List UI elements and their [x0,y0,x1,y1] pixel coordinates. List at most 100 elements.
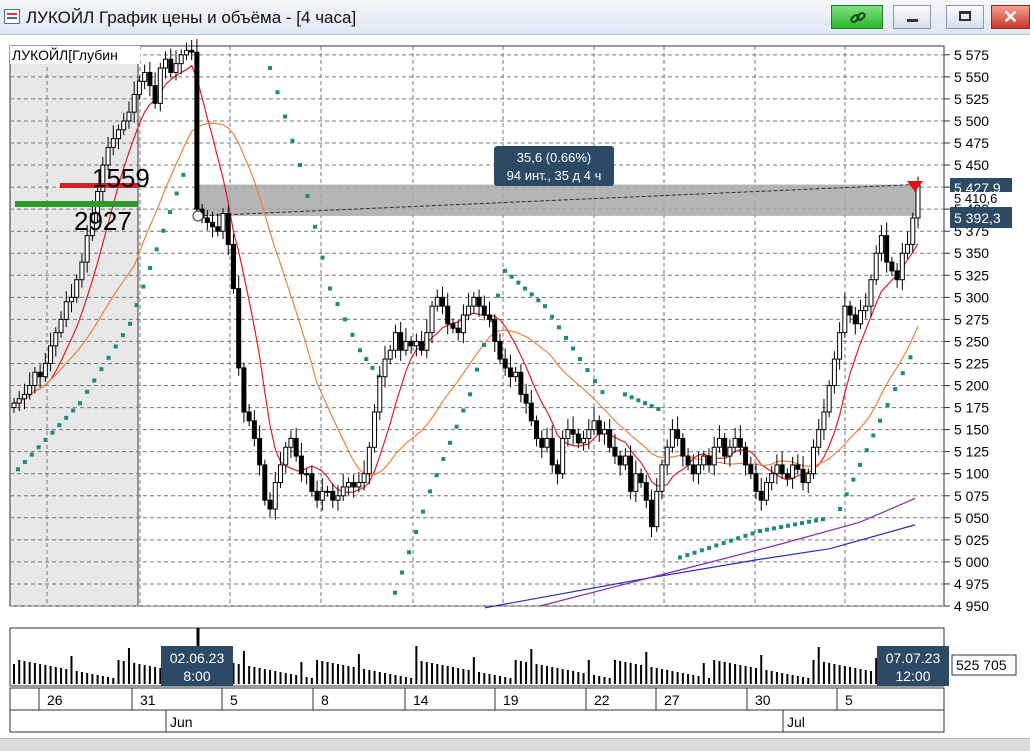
horizontal-scrollbar[interactable] [0,738,1030,751]
candle-body [366,446,372,475]
candle-body [492,318,498,342]
day-label: 31 [140,692,156,708]
day-label: 30 [755,692,771,708]
day-label: 26 [47,692,63,708]
sar-dot [629,395,634,400]
candle-body [32,371,38,387]
maximize-icon [959,11,971,21]
sar-dot [120,333,125,338]
sar-dot [78,401,82,406]
cursor-left-label [161,646,233,686]
candle-body [257,437,263,466]
candle-body [293,437,299,457]
candle-body [225,213,231,245]
sar-dot [529,292,534,297]
candle-body [309,473,315,492]
window-title: ЛУКОЙЛ График цены и объёма - [4 часа] [26,8,357,27]
candle-body [204,217,210,223]
candle-body [460,314,466,334]
candle-body [215,226,221,232]
candle-body [11,402,17,409]
price-pane-background [0,46,1030,608]
sar-dot [22,459,27,464]
candle-body [758,490,764,501]
candle-body [445,305,451,325]
sar-dot [154,247,159,252]
candle-body [507,367,513,378]
sar-dot [786,523,790,528]
sar-dot [441,457,446,462]
sar-dot [434,473,439,478]
sar-dot [283,114,287,119]
candle-body [617,455,623,466]
candle-body [821,411,827,431]
sar-dot [793,522,797,527]
sar-dot [678,555,682,560]
day-label: 27 [664,692,680,708]
candle-body [136,80,142,96]
candle-body [157,67,163,104]
candle-body [251,420,257,439]
candle-body [48,345,54,364]
candle-body [63,301,69,320]
candle-body [283,446,289,466]
y-tick-label: 5 325 [954,267,989,283]
candle-body [816,429,822,448]
instrument-label: ЛУКОЙЛ[Глубин [12,46,118,63]
link-button[interactable] [831,5,883,29]
candle-body [633,473,639,492]
maximize-button[interactable] [946,5,984,29]
sar-dot [64,415,69,420]
candle-body [241,367,247,413]
sar-dot [414,529,418,534]
sar-dot [721,541,726,546]
candle-body [126,111,132,122]
volume-label-box [951,654,1017,676]
sar-dot [421,509,425,514]
candle-body [534,420,540,439]
candle-body [753,473,759,492]
depth-ask-volume: 1559 [92,163,150,193]
candle-body [575,433,581,444]
candle-body [769,473,775,484]
candle-body [858,310,864,325]
price-chart[interactable]: 4 950 4 975 5 000 5 025 5 050 5 075 5 100 5 125… [0,34,1030,738]
sar-dot [36,445,41,450]
candle-body [878,235,884,254]
sar-dot [181,172,186,177]
candle-body [837,332,843,360]
sar-dot [50,430,55,435]
sar-dot [649,404,654,409]
sar-dot [821,517,825,522]
sar-dot [290,138,295,143]
candle-body [351,482,357,488]
link-icon [850,12,866,23]
cursor-left-date: 02.06.23 [170,650,225,666]
sar-dot [168,210,172,215]
close-button[interactable]: ✕ [991,5,1030,29]
candle-body [554,464,560,475]
minimize-button[interactable] [893,5,931,29]
volume-label: 525 705 [956,657,1007,673]
chart-app-icon [4,9,20,24]
sar-dot [878,418,882,423]
sar-dot [772,526,776,531]
sar-dot [765,527,769,532]
candle-body [810,446,816,475]
sar-dot [85,389,90,394]
candle-body [16,398,22,404]
measure-start-handle[interactable] [192,210,204,222]
candle-body [638,473,644,484]
sar-dot [503,268,507,273]
candle-body [272,482,278,510]
sar-dot [685,553,690,558]
sar-dot [893,387,898,392]
y-tick-label: 5 200 [954,378,989,394]
sar-dot [692,550,697,555]
candle-body [842,305,848,334]
depth-bid-volume: 2927 [74,206,132,236]
sar-dot [350,332,355,337]
day-label: 19 [503,692,519,708]
candle-body [795,464,801,470]
sar-dot [407,550,411,555]
